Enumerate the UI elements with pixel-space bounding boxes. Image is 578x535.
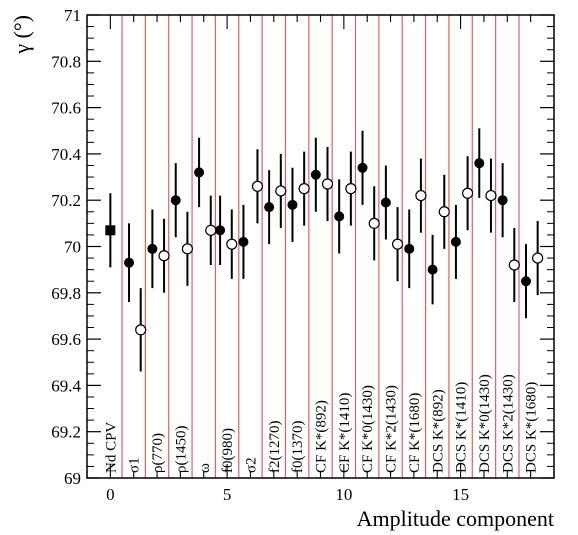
y-tick-label: 69 — [64, 469, 81, 488]
component-label: σ1 — [127, 457, 143, 473]
data-point-filled — [404, 243, 415, 254]
y-tick-label: 71 — [64, 6, 81, 25]
data-point-filled — [474, 158, 485, 169]
data-point-open — [391, 238, 404, 250]
y-tick-label: 69.8 — [51, 284, 81, 303]
y-tick-label: 70.2 — [51, 191, 81, 210]
y-tick-label: 70.4 — [51, 145, 81, 164]
data-point-open — [368, 217, 380, 229]
data-point-open — [205, 224, 217, 236]
data-point-open — [158, 250, 170, 262]
y-tick-label: 70.6 — [51, 99, 81, 118]
data-points — [105, 128, 544, 372]
data-point-open — [226, 238, 238, 250]
data-point-filled — [310, 169, 321, 180]
data-point-filled — [238, 236, 249, 247]
component-label: CF K*(1680) — [407, 393, 423, 473]
y-tick-label: 70.8 — [51, 52, 81, 71]
data-point-open — [321, 178, 334, 190]
component-label: f2(1270) — [267, 421, 283, 474]
y-tick-label: 69.4 — [51, 376, 81, 395]
data-point-filled — [287, 199, 298, 210]
data-point-square — [105, 225, 116, 236]
x-tick-label: 10 — [335, 485, 352, 504]
data-point-filled — [497, 195, 508, 206]
data-point-filled — [170, 195, 181, 206]
component-label: f0(980) — [220, 428, 236, 473]
data-point-open — [508, 259, 520, 271]
data-point-filled — [124, 257, 135, 268]
data-point-open — [135, 324, 147, 336]
data-point-filled — [450, 236, 461, 247]
component-labels: Nd CPV σ1 ρ(770) ρ(1450) ω f0(980) σ2 f2(1270) f… — [103, 374, 539, 473]
component-label: CF K*0(1430) — [360, 385, 376, 473]
data-point-open — [485, 189, 497, 202]
data-point-filled — [357, 162, 368, 173]
data-point-open — [298, 183, 310, 195]
component-label: ω — [197, 463, 213, 473]
data-point-filled — [520, 276, 531, 287]
component-label: DCS K*(1410) — [454, 382, 470, 473]
axis-ticks: 69 69.2 69.4 69.6 69.8 70 70.2 70.4 70.6 70.8 71 0 5… — [51, 6, 555, 504]
component-label: f0(1370) — [290, 421, 306, 474]
component-label: DCS K*(1680) — [524, 382, 540, 473]
data-point-filled — [215, 225, 226, 236]
data-point-open — [415, 189, 427, 202]
data-point-filled — [194, 167, 205, 178]
data-point-open — [462, 187, 474, 199]
y-tick-label: 69.2 — [51, 423, 81, 442]
data-point-open — [181, 243, 194, 255]
y-tick-label: 70 — [64, 238, 81, 257]
component-label: CF K*(892) — [314, 400, 330, 473]
x-axis-label: Amplitude component — [357, 506, 554, 531]
data-point-filled — [380, 197, 391, 208]
component-label: DCS K*0(1430) — [477, 374, 493, 473]
component-label: DCS K*(892) — [430, 389, 446, 473]
x-tick-label: 5 — [223, 485, 232, 504]
component-label: CF K*(1410) — [337, 393, 353, 473]
y-axis-label: γ (°) — [9, 15, 34, 55]
component-label: ρ(770) — [150, 433, 166, 473]
y-tick-label: 69.6 — [51, 330, 81, 349]
data-point-filled — [427, 264, 438, 275]
data-point-filled — [147, 243, 158, 254]
data-point-filled — [264, 202, 275, 213]
component-label: DCS K*2(1430) — [500, 374, 516, 473]
data-point-filled — [334, 211, 345, 222]
component-label: σ2 — [243, 457, 259, 473]
data-point-open — [251, 180, 264, 192]
data-point-open — [345, 183, 357, 195]
data-point-open — [438, 206, 450, 218]
x-tick-label: 15 — [452, 485, 469, 504]
component-label: Nd CPV — [103, 422, 119, 473]
x-tick-label: 0 — [106, 485, 115, 504]
data-point-open — [532, 252, 544, 264]
component-label: CF K*2(1430) — [384, 385, 400, 473]
data-point-open — [275, 185, 287, 197]
component-label: ρ(1450) — [173, 426, 189, 473]
